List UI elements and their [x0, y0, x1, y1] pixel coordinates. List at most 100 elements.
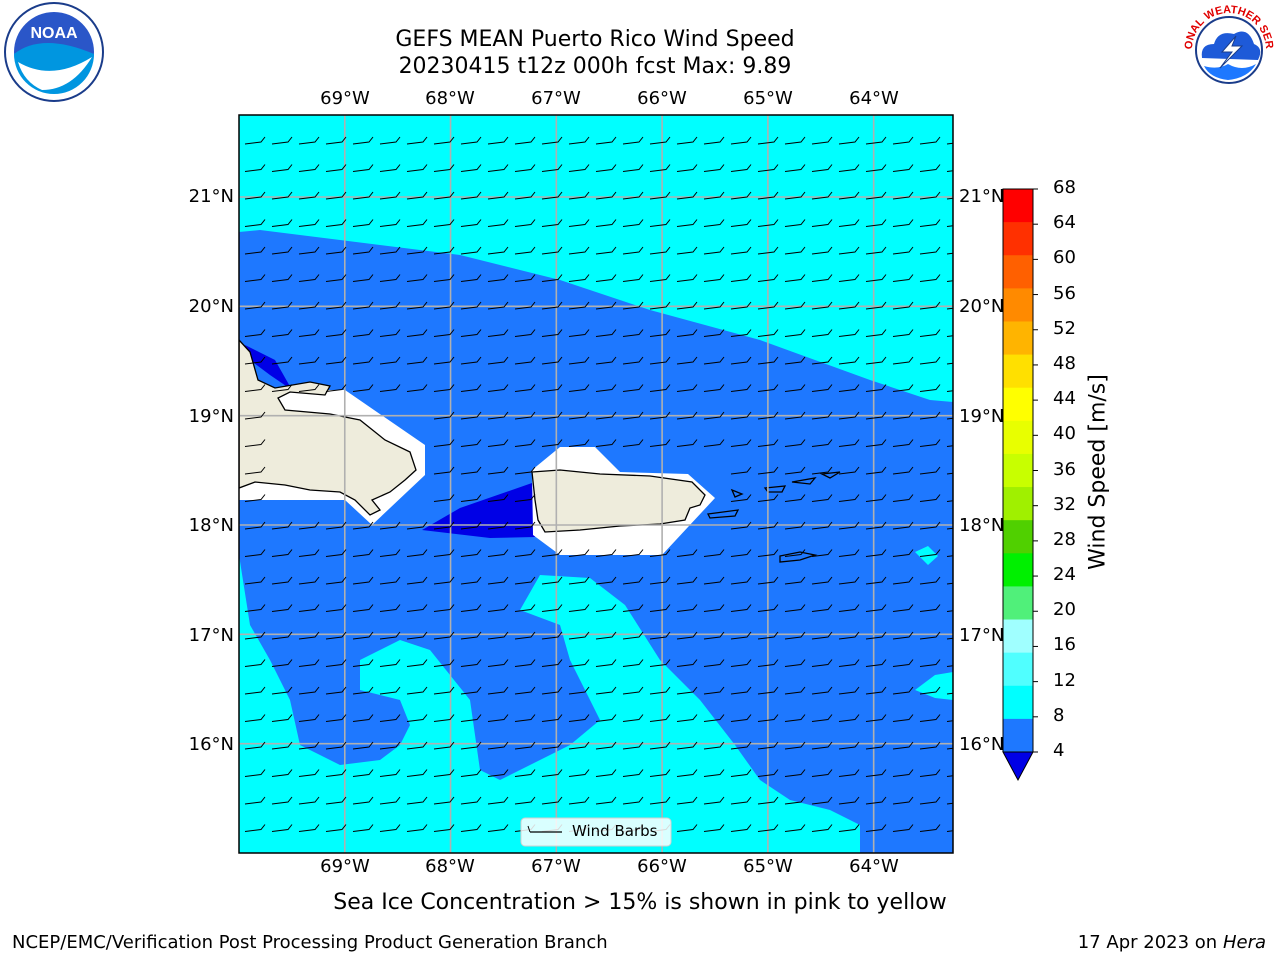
- wind-barb: [730, 521, 752, 530]
- wind-barb: [568, 329, 590, 337]
- wind-barb: [784, 164, 806, 172]
- colorbar-segment: [1003, 387, 1033, 422]
- wind-barb: [298, 384, 320, 392]
- wind-barb: [784, 659, 806, 667]
- wind-barb: [649, 219, 671, 227]
- wind-barb: [676, 384, 698, 392]
- lat-label-left: 18°N: [188, 515, 234, 536]
- wind-barb: [568, 136, 590, 145]
- wind-barb: [514, 136, 536, 145]
- lat-label-left: 16°N: [188, 734, 234, 755]
- wind-barb: [865, 164, 887, 172]
- wind-barb: [325, 136, 347, 145]
- wind-barb: [352, 796, 374, 805]
- wind-barb: [514, 164, 536, 172]
- wind-barb: [568, 191, 590, 200]
- wind-barb: [325, 659, 347, 667]
- wind-barb: [433, 136, 455, 145]
- wind-barb: [838, 576, 860, 585]
- wind-barb: [460, 164, 482, 172]
- wind-barb: [622, 246, 644, 255]
- wind-barb: [352, 576, 374, 585]
- wind-barb: [325, 549, 347, 557]
- wind-barb: [649, 329, 671, 337]
- wind-barb: [568, 439, 590, 447]
- land-virgin-islands: [730, 471, 841, 498]
- wind-barb: [703, 686, 725, 695]
- wind-barb: [325, 631, 347, 640]
- wind-barb: [676, 769, 698, 777]
- wind-barb: [406, 329, 428, 337]
- wind-barb: [514, 741, 536, 750]
- wind-barb: [487, 246, 509, 255]
- wind-barb: [811, 356, 833, 365]
- wind-barb: [406, 164, 428, 172]
- wind-barb: [676, 411, 698, 420]
- wind-barb: [406, 824, 428, 832]
- wind-barb: [595, 576, 617, 585]
- wind-barb: [379, 741, 401, 750]
- wind-barb: [271, 769, 293, 777]
- wind-barb: [838, 384, 860, 392]
- wind-barb: [379, 631, 401, 640]
- wind-barb: [514, 521, 536, 530]
- grid-lines: [239, 115, 953, 853]
- colorbar-tick-label: 44: [1053, 388, 1076, 410]
- wind-barb: [919, 604, 941, 612]
- wind-barb: [352, 219, 374, 227]
- nws-logo: NATIONAL WEATHER SERVICE: [1178, 0, 1277, 98]
- wind-barb: [298, 796, 320, 805]
- colorbar: [1002, 188, 1038, 782]
- colorbar-tick-label: 16: [1053, 634, 1076, 656]
- wind-barb: [568, 796, 590, 805]
- wind-barb: [325, 384, 347, 392]
- wind-barb: [784, 686, 806, 695]
- wind-barb: [730, 356, 752, 365]
- wind-barb: [865, 301, 887, 310]
- wind-barb: [757, 769, 779, 777]
- wind-barb: [325, 274, 347, 282]
- wind-barb: [595, 301, 617, 310]
- wind-barb: [838, 329, 860, 337]
- wind-barb: [514, 246, 536, 255]
- wind-barb: [919, 796, 941, 805]
- wind-barb: [811, 686, 833, 695]
- wind-barb: [676, 301, 698, 310]
- wind-barb: [487, 494, 509, 502]
- wind-barb: [244, 466, 266, 475]
- colorbar-segment: [1003, 189, 1033, 223]
- wind-barb: [676, 329, 698, 337]
- wind-barb: [892, 521, 914, 530]
- wind-barb: [460, 604, 482, 612]
- wind-barb: [325, 769, 347, 777]
- wind-barb: [460, 274, 482, 282]
- wind-barb: [352, 301, 374, 310]
- wind-barb: [487, 741, 509, 750]
- wind-barb: [271, 301, 293, 310]
- wind-barb: [352, 191, 374, 200]
- wind-barb: [892, 356, 914, 365]
- colorbar-tick-label: 20: [1053, 599, 1076, 621]
- wind-barb: [730, 549, 752, 557]
- wind-barb: [676, 741, 698, 750]
- wind-barb: [784, 549, 806, 557]
- wind-barb: [379, 384, 401, 392]
- wind-barb: [811, 219, 833, 227]
- wind-barb: [649, 659, 671, 667]
- wind-barb: [622, 549, 644, 557]
- wind-barb: [298, 604, 320, 612]
- wind-barb: [568, 384, 590, 392]
- wind-barb: [514, 604, 536, 612]
- wind-barb: [406, 384, 428, 392]
- wind-barb: [541, 274, 563, 282]
- wind-barb: [730, 714, 752, 722]
- wind-barb: [406, 549, 428, 557]
- wind-barb: [784, 494, 806, 502]
- wind-barb: [325, 219, 347, 227]
- lon-label-top: 67°W: [531, 88, 581, 109]
- wind-barb: [892, 796, 914, 805]
- wind-barb: [541, 191, 563, 200]
- wind-barb: [298, 521, 320, 530]
- wind-barb: [487, 521, 509, 530]
- wind-barb: [433, 604, 455, 612]
